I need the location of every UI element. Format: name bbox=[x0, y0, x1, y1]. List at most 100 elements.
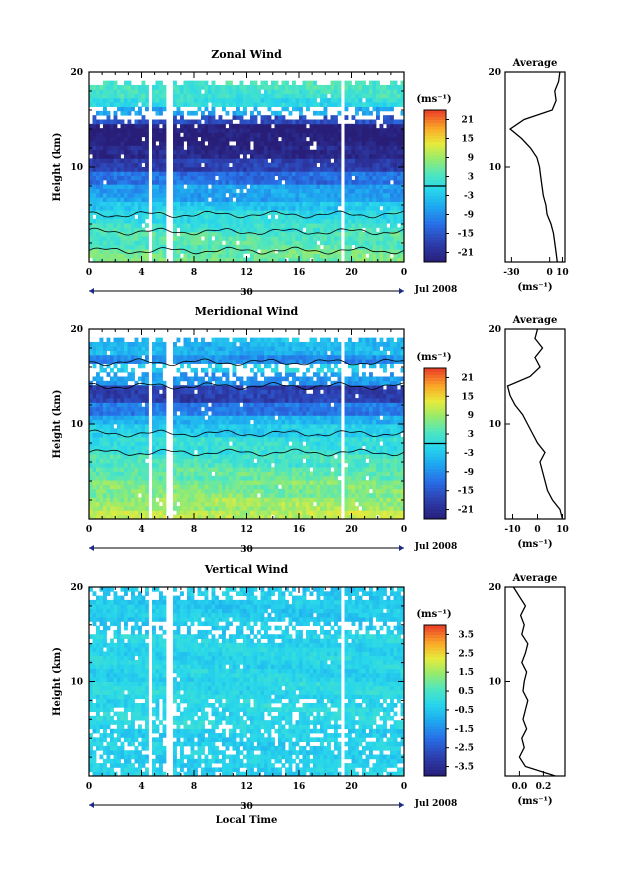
heatmap-cell bbox=[289, 206, 293, 211]
heatmap-cell bbox=[96, 219, 100, 224]
heatmap-cell bbox=[107, 480, 111, 485]
heatmap-cell bbox=[191, 102, 195, 107]
heatmap-cell bbox=[240, 81, 244, 86]
heatmap-cell bbox=[278, 472, 282, 477]
heatmap-cell bbox=[362, 85, 366, 90]
heatmap-cell bbox=[222, 454, 226, 459]
heatmap-cell bbox=[226, 215, 230, 220]
heatmap-cell bbox=[152, 472, 156, 477]
heatmap-cell bbox=[159, 240, 163, 245]
heatmap-cell bbox=[131, 510, 135, 515]
heatmap-cell bbox=[212, 107, 216, 112]
heatmap-cell bbox=[107, 232, 111, 237]
heatmap-cell bbox=[142, 489, 146, 494]
heatmap-cell bbox=[229, 232, 233, 237]
heatmap-cell bbox=[187, 85, 191, 90]
heatmap-cell bbox=[201, 158, 205, 163]
heatmap-cell bbox=[387, 467, 391, 472]
x-tick-label: 0 bbox=[401, 268, 407, 278]
heatmap-cell bbox=[145, 510, 149, 515]
heatmap-cell bbox=[180, 120, 184, 125]
heatmap-cell bbox=[369, 128, 373, 133]
heatmap-cell bbox=[366, 493, 370, 498]
heatmap-cell bbox=[243, 184, 247, 189]
heatmap-cell bbox=[394, 154, 398, 159]
heatmap-cell bbox=[180, 98, 184, 103]
heatmap-cell bbox=[331, 184, 335, 189]
heatmap-cell bbox=[320, 480, 324, 485]
heatmap-cell bbox=[194, 480, 198, 485]
heatmap-cell bbox=[366, 120, 370, 125]
heatmap-cell bbox=[292, 120, 296, 125]
heatmap-cell bbox=[369, 253, 373, 258]
heatmap-cell bbox=[100, 223, 104, 228]
heatmap-cell bbox=[387, 89, 391, 94]
heatmap-cell bbox=[299, 98, 303, 103]
heatmap-cell bbox=[243, 193, 247, 198]
heatmap-cell bbox=[310, 163, 314, 168]
heatmap-cell bbox=[271, 223, 275, 228]
heatmap-cell bbox=[331, 497, 335, 502]
heatmap-cell bbox=[324, 128, 328, 133]
heatmap-cell bbox=[369, 180, 373, 185]
heatmap-cell bbox=[271, 98, 275, 103]
heatmap-cell bbox=[128, 232, 132, 237]
heatmap-cell bbox=[103, 141, 107, 146]
heatmap-cell bbox=[376, 150, 380, 155]
heatmap-cell bbox=[264, 180, 268, 185]
heatmap-cell bbox=[264, 137, 268, 142]
heatmap-cell bbox=[285, 132, 289, 137]
heatmap-cell bbox=[313, 102, 317, 107]
heatmap-cell bbox=[366, 102, 370, 107]
heatmap-cell bbox=[254, 81, 258, 86]
heatmap-cell bbox=[345, 232, 349, 237]
heatmap-cell bbox=[383, 120, 387, 125]
heatmap-cell bbox=[156, 111, 160, 116]
heatmap-cell bbox=[317, 206, 321, 211]
heatmap-cell bbox=[107, 459, 111, 464]
heatmap-cell bbox=[345, 219, 349, 224]
heatmap-cell bbox=[387, 502, 391, 507]
heatmap-cell bbox=[299, 454, 303, 459]
heatmap-cell bbox=[380, 145, 384, 150]
heatmap-cell bbox=[191, 467, 195, 472]
heatmap-cell bbox=[289, 493, 293, 498]
heatmap-cell bbox=[240, 206, 244, 211]
heatmap-cell bbox=[254, 493, 258, 498]
heatmap-cell bbox=[261, 484, 265, 489]
heatmap-cell bbox=[117, 150, 121, 155]
heatmap-cell bbox=[215, 120, 219, 125]
heatmap-cell bbox=[236, 158, 240, 163]
heatmap-cell bbox=[334, 245, 338, 250]
heatmap-cell bbox=[219, 510, 223, 515]
heatmap-cell bbox=[394, 245, 398, 250]
heatmap-cell bbox=[306, 245, 310, 250]
heatmap-cell bbox=[159, 480, 163, 485]
heatmap-cell bbox=[376, 184, 380, 189]
heatmap-cell bbox=[383, 497, 387, 502]
heatmap-cell bbox=[117, 163, 121, 168]
heatmap-cell bbox=[198, 89, 202, 94]
colorbar-tick-label: 15 bbox=[461, 135, 474, 145]
heatmap-cell bbox=[268, 240, 272, 245]
heatmap-cell bbox=[264, 120, 268, 125]
heatmap-cell bbox=[173, 502, 177, 507]
heatmap-cell bbox=[257, 98, 261, 103]
heatmap-cell bbox=[285, 124, 289, 129]
heatmap-cell bbox=[131, 171, 135, 176]
heatmap-cell bbox=[397, 176, 401, 181]
heatmap-cell bbox=[369, 202, 373, 207]
heatmap-cell bbox=[177, 137, 181, 142]
heatmap-cell bbox=[212, 102, 216, 107]
heatmap-cell bbox=[121, 223, 125, 228]
heatmap-cell bbox=[320, 232, 324, 237]
heatmap-cell bbox=[348, 206, 352, 211]
heatmap-cell bbox=[114, 249, 118, 254]
heatmap-cell bbox=[292, 98, 296, 103]
heatmap-cell bbox=[387, 459, 391, 464]
heatmap-cell bbox=[257, 102, 261, 107]
heatmap-cell bbox=[177, 85, 181, 90]
heatmap-cell bbox=[331, 236, 335, 241]
heatmap-cell bbox=[320, 102, 324, 107]
heatmap-cell bbox=[110, 137, 114, 142]
